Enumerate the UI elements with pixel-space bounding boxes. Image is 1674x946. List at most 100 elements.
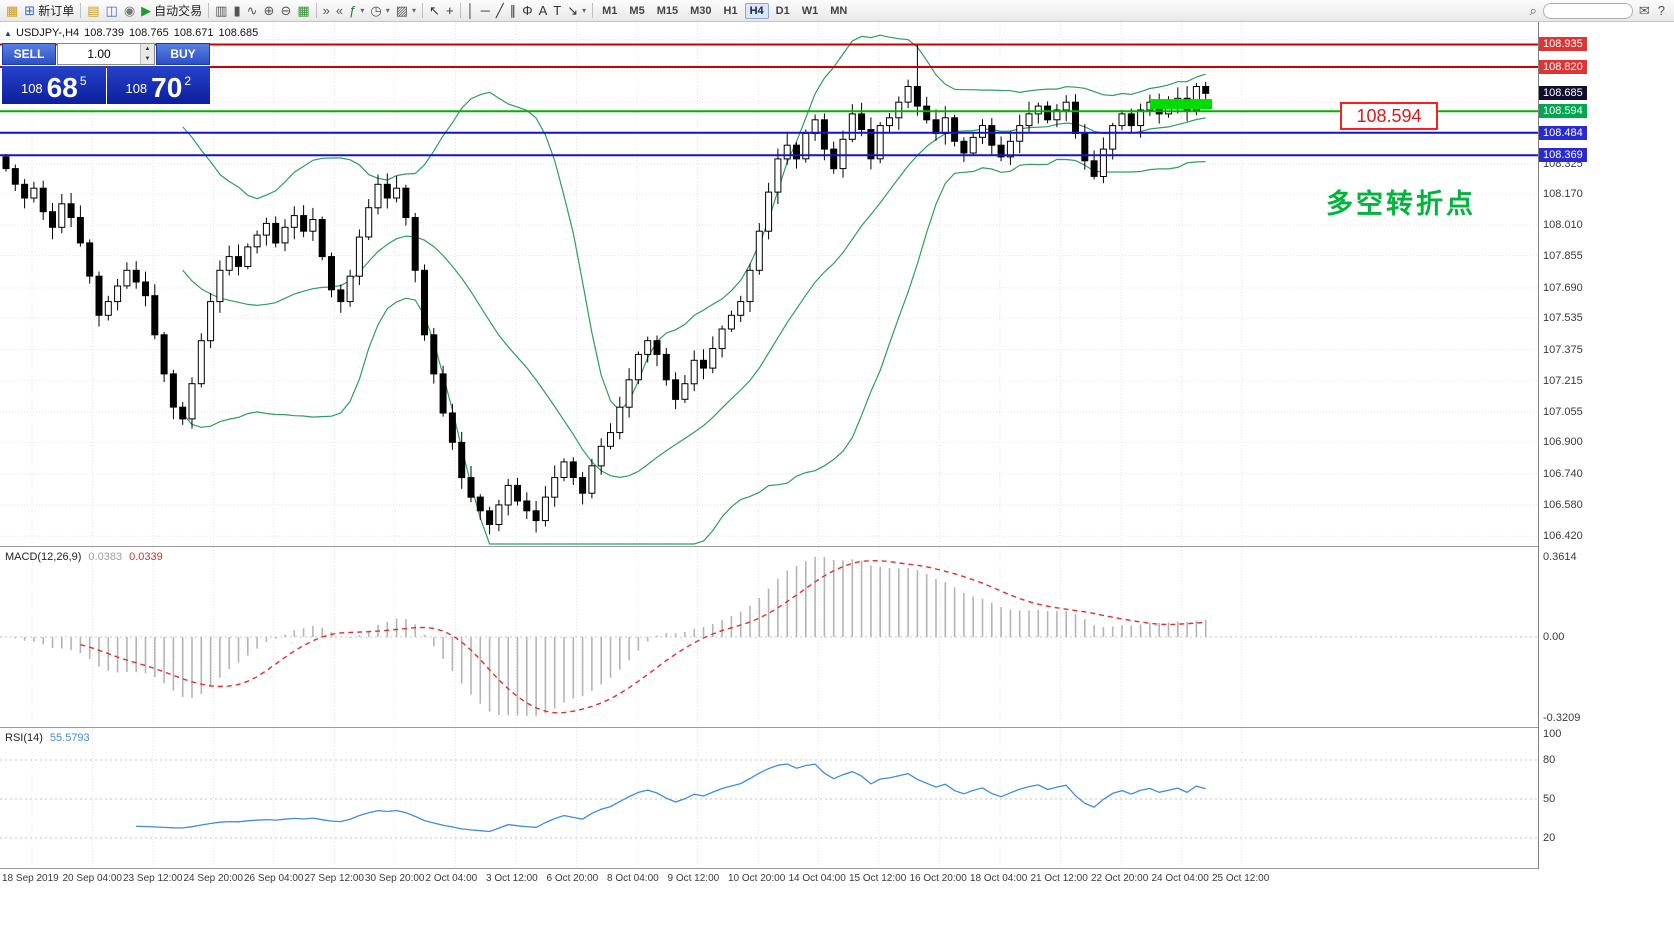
tf-D1[interactable]: D1: [775, 4, 790, 17]
cursor-icon: ↖: [429, 3, 440, 18]
chart-shift-icon[interactable]: «: [333, 2, 346, 20]
text-icon[interactable]: A: [536, 2, 551, 20]
tile-windows-icon[interactable]: ▦: [294, 2, 312, 20]
time-axis-label: 16 Oct 20:00: [909, 873, 967, 884]
line-chart-icon[interactable]: ∿: [244, 2, 261, 20]
fibonacci-icon: Φ: [522, 3, 533, 18]
chart-open: 108.739: [84, 27, 124, 39]
price-axis-label: -0.3209: [1543, 712, 1581, 724]
help-icon[interactable]: ?: [1657, 3, 1665, 18]
price-axis-label: 108.010: [1543, 219, 1583, 232]
new-order-button: ⊞: [24, 3, 36, 18]
chart-shift-icon: «: [335, 3, 344, 18]
rsi-name: RSI(14): [5, 732, 43, 744]
templates-icon: ▨: [395, 3, 409, 18]
price-axis-label: 107.215: [1543, 374, 1583, 387]
price-axis[interactable]: 108.325 108.170 108.010 107.855 107.690 107.5…: [1538, 22, 1674, 869]
turning-point-annotation[interactable]: 多空转折点: [1326, 189, 1476, 219]
tf-H1[interactable]: H1: [723, 4, 738, 17]
panel-separator[interactable]: [0, 727, 1674, 728]
new-chart-icon[interactable]: ▦: [3, 2, 21, 20]
buy-button[interactable]: BUY: [156, 43, 210, 65]
zoom-out-icon: ⊖: [280, 3, 292, 18]
line-chart-icon: ∿: [246, 3, 258, 18]
time-axis-label: 23 Sep 12:00: [123, 873, 183, 884]
tf-M5[interactable]: M5: [629, 4, 645, 17]
lot-decrease-icon[interactable]: ▼: [141, 54, 154, 64]
tf-W1[interactable]: W1: [801, 4, 819, 17]
mail-icon[interactable]: ✉: [1638, 2, 1650, 18]
lot-increase-icon[interactable]: ▲: [141, 44, 154, 54]
rsi-panel[interactable]: [0, 728, 1538, 868]
charts-window-icon[interactable]: ◫: [103, 2, 121, 20]
zoom-out-icon[interactable]: ⊖: [277, 2, 294, 20]
macd-panel[interactable]: [0, 547, 1538, 727]
horizontal-line-icon[interactable]: ─: [478, 2, 493, 20]
chart-close: 108.685: [218, 27, 259, 39]
crosshair-icon: +: [445, 3, 454, 18]
sell-price-display[interactable]: 108 68 5: [2, 66, 106, 104]
templates-icon[interactable]: ▨ ▾: [393, 2, 419, 20]
periods-icon[interactable]: ◷ ▾: [367, 2, 392, 20]
buy-price-display[interactable]: 108 70 2: [106, 66, 210, 104]
auto-scroll-icon[interactable]: »: [320, 2, 333, 20]
lot-size-control: ▲ ▼: [57, 43, 155, 65]
channel-icon[interactable]: ∥: [507, 2, 520, 20]
label-icon[interactable]: T: [550, 2, 564, 20]
autotrading-button: ▶: [141, 3, 152, 18]
panel-separator[interactable]: [0, 546, 1674, 547]
new-order-button[interactable]: ⊞ 新订单: [21, 2, 77, 20]
autotrading-button[interactable]: ▶ 自动交易: [138, 2, 205, 20]
tf-M30[interactable]: M30: [690, 4, 712, 17]
candlestick-chart-icon[interactable]: ▮: [230, 2, 243, 20]
toolbar-separator: [80, 3, 82, 18]
lot-stepper: ▲ ▼: [140, 44, 154, 64]
time-axis-label: 24 Oct 04:00: [1151, 873, 1209, 884]
candles-layer: [2, 43, 1210, 535]
signals-icon: ◉: [123, 3, 136, 18]
new-chart-icon: ▦: [6, 3, 19, 18]
time-axis-label: 25 Oct 12:00: [1212, 873, 1270, 884]
tf-H4[interactable]: H4: [744, 2, 769, 19]
price-axis-label: 108.170: [1543, 188, 1583, 201]
price-callout-label[interactable]: 108.594: [1340, 102, 1438, 130]
profiles-icon[interactable]: ▤: [84, 2, 102, 20]
vertical-line-icon[interactable]: │: [464, 2, 478, 20]
sell-button[interactable]: SELL: [2, 43, 56, 65]
cursor-icon[interactable]: ↖: [426, 2, 443, 20]
text-icon: A: [538, 3, 548, 18]
fibonacci-icon[interactable]: Φ: [519, 2, 535, 20]
profiles-icon: ▤: [87, 3, 100, 18]
autotrading-button-label: 自动交易: [154, 4, 203, 18]
price-badge: 108.820: [1539, 59, 1587, 74]
main-chart[interactable]: [0, 22, 1538, 546]
auto-scroll-icon: »: [322, 3, 330, 18]
trendline-icon[interactable]: ╱: [493, 2, 507, 20]
time-axis-label: 22 Oct 20:00: [1091, 873, 1149, 884]
signals-icon[interactable]: ◉: [121, 2, 138, 20]
tf-MN[interactable]: MN: [830, 4, 848, 17]
search-icon[interactable]: ⌕: [1529, 2, 1537, 18]
toolbar: ▦ ⊞ 新订单 ▤ ◫ ◉ ▶ 自动交易 ▥ ▮ ∿ ⊕ ⊖ ▦» «ƒ ▾ ◷ ▾ ▨ ▾ ↖ + │ ─ ╱ ∥ Φ A T ↘ ▾ M…: [0, 0, 1674, 22]
price-axis-label: 106.740: [1543, 467, 1583, 480]
price-axis-label: 0.3614: [1543, 551, 1577, 563]
tf-M15[interactable]: M15: [656, 4, 679, 17]
tf-M1[interactable]: M1: [602, 4, 618, 17]
bar-chart-icon[interactable]: ▥: [212, 2, 230, 20]
price-badge: 108.594: [1539, 104, 1587, 119]
toolbar-search-input[interactable]: [1542, 2, 1633, 19]
price-axis-label: 100: [1543, 728, 1562, 740]
chart-symbol-period: USDJPY-,H4: [16, 27, 80, 39]
time-axis[interactable]: 18 Sep 2019 20 Sep 04:00 23 Sep 12:00 24 Se…: [0, 869, 1538, 890]
crosshair-icon[interactable]: +: [443, 2, 457, 20]
indicators-icon[interactable]: ƒ ▾: [346, 2, 367, 20]
buy-price-big: 70: [151, 72, 183, 104]
macd-label: MACD(12,26,9) 0.0383 0.0339: [5, 551, 163, 563]
lot-size-input[interactable]: [58, 44, 140, 64]
arrows-icon[interactable]: ↘ ▾: [564, 2, 589, 20]
time-axis-label: 15 Oct 12:00: [849, 873, 907, 884]
zoom-in-icon[interactable]: ⊕: [261, 2, 278, 20]
one-click-collapse-icon[interactable]: ▲: [4, 29, 12, 38]
trendline-icon: ╱: [495, 3, 504, 18]
time-axis-label: 26 Sep 04:00: [244, 873, 304, 884]
